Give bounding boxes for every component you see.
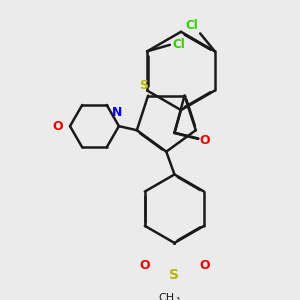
Text: O: O xyxy=(199,259,210,272)
Text: S: S xyxy=(139,79,148,92)
Text: O: O xyxy=(139,259,150,272)
Text: Cl: Cl xyxy=(172,38,185,51)
Text: O: O xyxy=(53,120,64,133)
Text: ₃: ₃ xyxy=(175,293,179,300)
Text: Cl: Cl xyxy=(185,19,198,32)
Text: N: N xyxy=(112,106,122,119)
Text: CH: CH xyxy=(158,293,175,300)
Text: O: O xyxy=(199,134,210,147)
Text: S: S xyxy=(169,268,179,282)
